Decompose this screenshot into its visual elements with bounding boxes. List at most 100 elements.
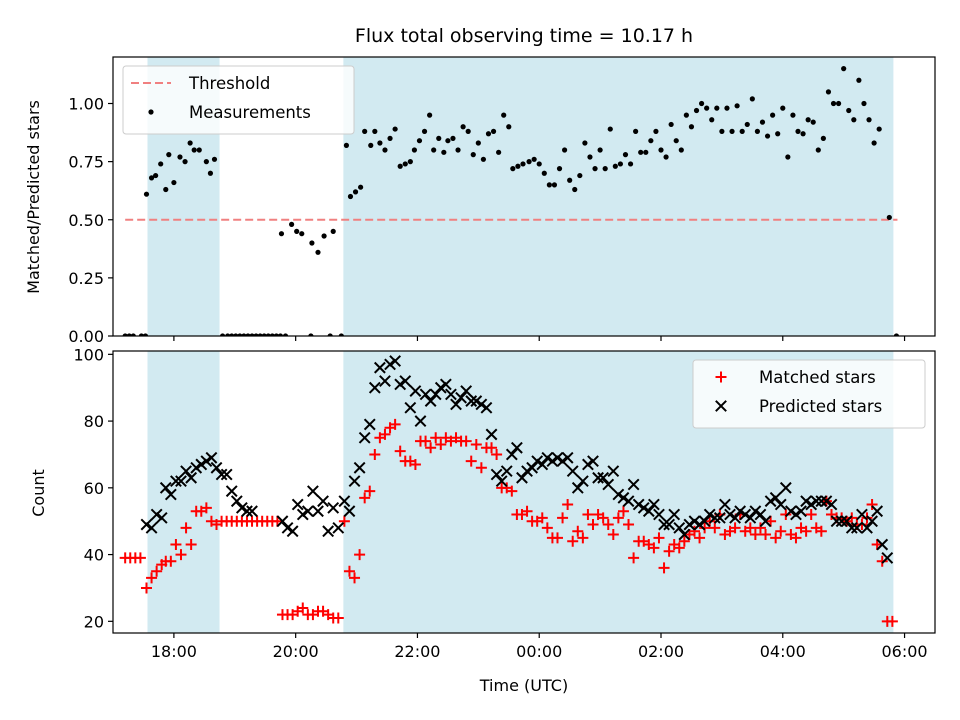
measurement-point [465, 128, 471, 134]
bottom-ylabel: Count [29, 469, 48, 517]
measurement-point [368, 142, 374, 148]
measurement-point [597, 147, 603, 153]
matched-star-point [754, 522, 766, 534]
measurement-point [485, 131, 492, 137]
predicted-star-point [551, 451, 564, 464]
legend-box [122, 65, 355, 135]
measurement-point [683, 112, 689, 118]
legend: Threshold Measurements [122, 65, 355, 135]
predicted-star-point [389, 355, 402, 367]
legend-box [692, 359, 926, 429]
measurement-point [820, 135, 826, 141]
measurement-point [734, 103, 740, 109]
x-tick-label: 18:00 [151, 642, 197, 661]
predicted-star-point [475, 398, 488, 411]
matched-star-point [612, 512, 624, 524]
predicted-star-point [155, 511, 168, 524]
matched-star-point [607, 529, 619, 541]
predicted-star-point [678, 528, 691, 541]
measurement-point [612, 163, 618, 169]
measurement-point [257, 333, 263, 336]
predicted-star-point [729, 511, 741, 524]
predicted-star-point [703, 508, 716, 521]
measurement-point [835, 100, 842, 107]
predicted-star-point [241, 505, 253, 518]
predicted-star-point [713, 511, 726, 524]
predicted-star-point [571, 481, 584, 494]
predicted-star-point [480, 401, 493, 414]
measurement-point [441, 149, 447, 155]
y-tick-label: 0.25 [68, 269, 104, 288]
measurement-point [416, 138, 423, 144]
predicted-star-point [698, 515, 711, 528]
predicted-star-point [795, 505, 807, 518]
matched-star-point [359, 492, 371, 504]
measurement-point [460, 124, 466, 130]
measurement-point [187, 140, 193, 146]
predicted-star-point [734, 505, 747, 518]
measurement-point [638, 149, 644, 155]
predicted-star-point [531, 455, 544, 468]
measurement-point [358, 184, 364, 190]
predicted-star-point [307, 485, 319, 498]
measurement-point [501, 112, 507, 118]
predicted-star-point [673, 521, 686, 534]
matched-star-point [770, 532, 782, 544]
matched-star-point [430, 432, 442, 444]
measurement-point [764, 133, 771, 139]
matched-star-point [562, 499, 574, 511]
matched-star-point [790, 532, 802, 544]
predicted-star-point [719, 498, 731, 511]
predicted-star-point [830, 515, 843, 528]
predicted-star-point [419, 388, 432, 401]
predicted-star-point [582, 458, 594, 471]
measurement-point [561, 147, 568, 153]
measurement-point [643, 149, 649, 155]
measurement-point [795, 128, 801, 134]
matched-star-point [597, 512, 609, 524]
matched-star-point [861, 512, 873, 524]
predicted-star-point [230, 495, 243, 508]
measurement-point [330, 228, 336, 234]
predicted-star-point [861, 521, 873, 534]
measurement-point [249, 333, 255, 336]
measurement-point [526, 159, 532, 165]
measurement-point [253, 333, 259, 336]
predicted-star-point [276, 515, 289, 528]
matched-star-point [699, 522, 711, 534]
measurement-point [520, 161, 526, 167]
measurement-point [130, 333, 136, 336]
measurement-point [633, 128, 639, 134]
predicted-star-point [653, 508, 665, 521]
matched-star-point [856, 519, 868, 531]
matched-star-point [475, 462, 487, 474]
matched-star-point [780, 509, 792, 521]
predicted-star-point [301, 505, 314, 518]
predicted-star-point [312, 505, 324, 518]
matched-star-point [805, 509, 817, 521]
predicted-star-point [510, 441, 523, 454]
predicted-star-point [195, 458, 208, 471]
predicted-star-point [150, 508, 163, 521]
measurement-point [269, 333, 275, 336]
matched-star-point [180, 522, 192, 534]
x-tick-label: 20:00 [273, 642, 319, 661]
y-tick-label: 0.50 [68, 211, 104, 230]
predicted-star-point [429, 388, 442, 401]
predicted-star-point [404, 401, 417, 414]
predicted-star-point [566, 465, 579, 478]
matched-star-point [688, 525, 700, 537]
measurement-point [876, 126, 882, 132]
predicted-star-point [485, 428, 498, 441]
measurement-point [163, 186, 169, 193]
measurement-point [158, 161, 164, 167]
measurement-point [886, 214, 892, 221]
measurement-point [709, 117, 715, 123]
measurement-point [510, 166, 516, 172]
measurement-point [800, 131, 806, 137]
predicted-star-point [465, 395, 478, 407]
matched-star-point [536, 512, 548, 524]
measurement-point [225, 333, 231, 336]
measurement-point [893, 333, 900, 336]
